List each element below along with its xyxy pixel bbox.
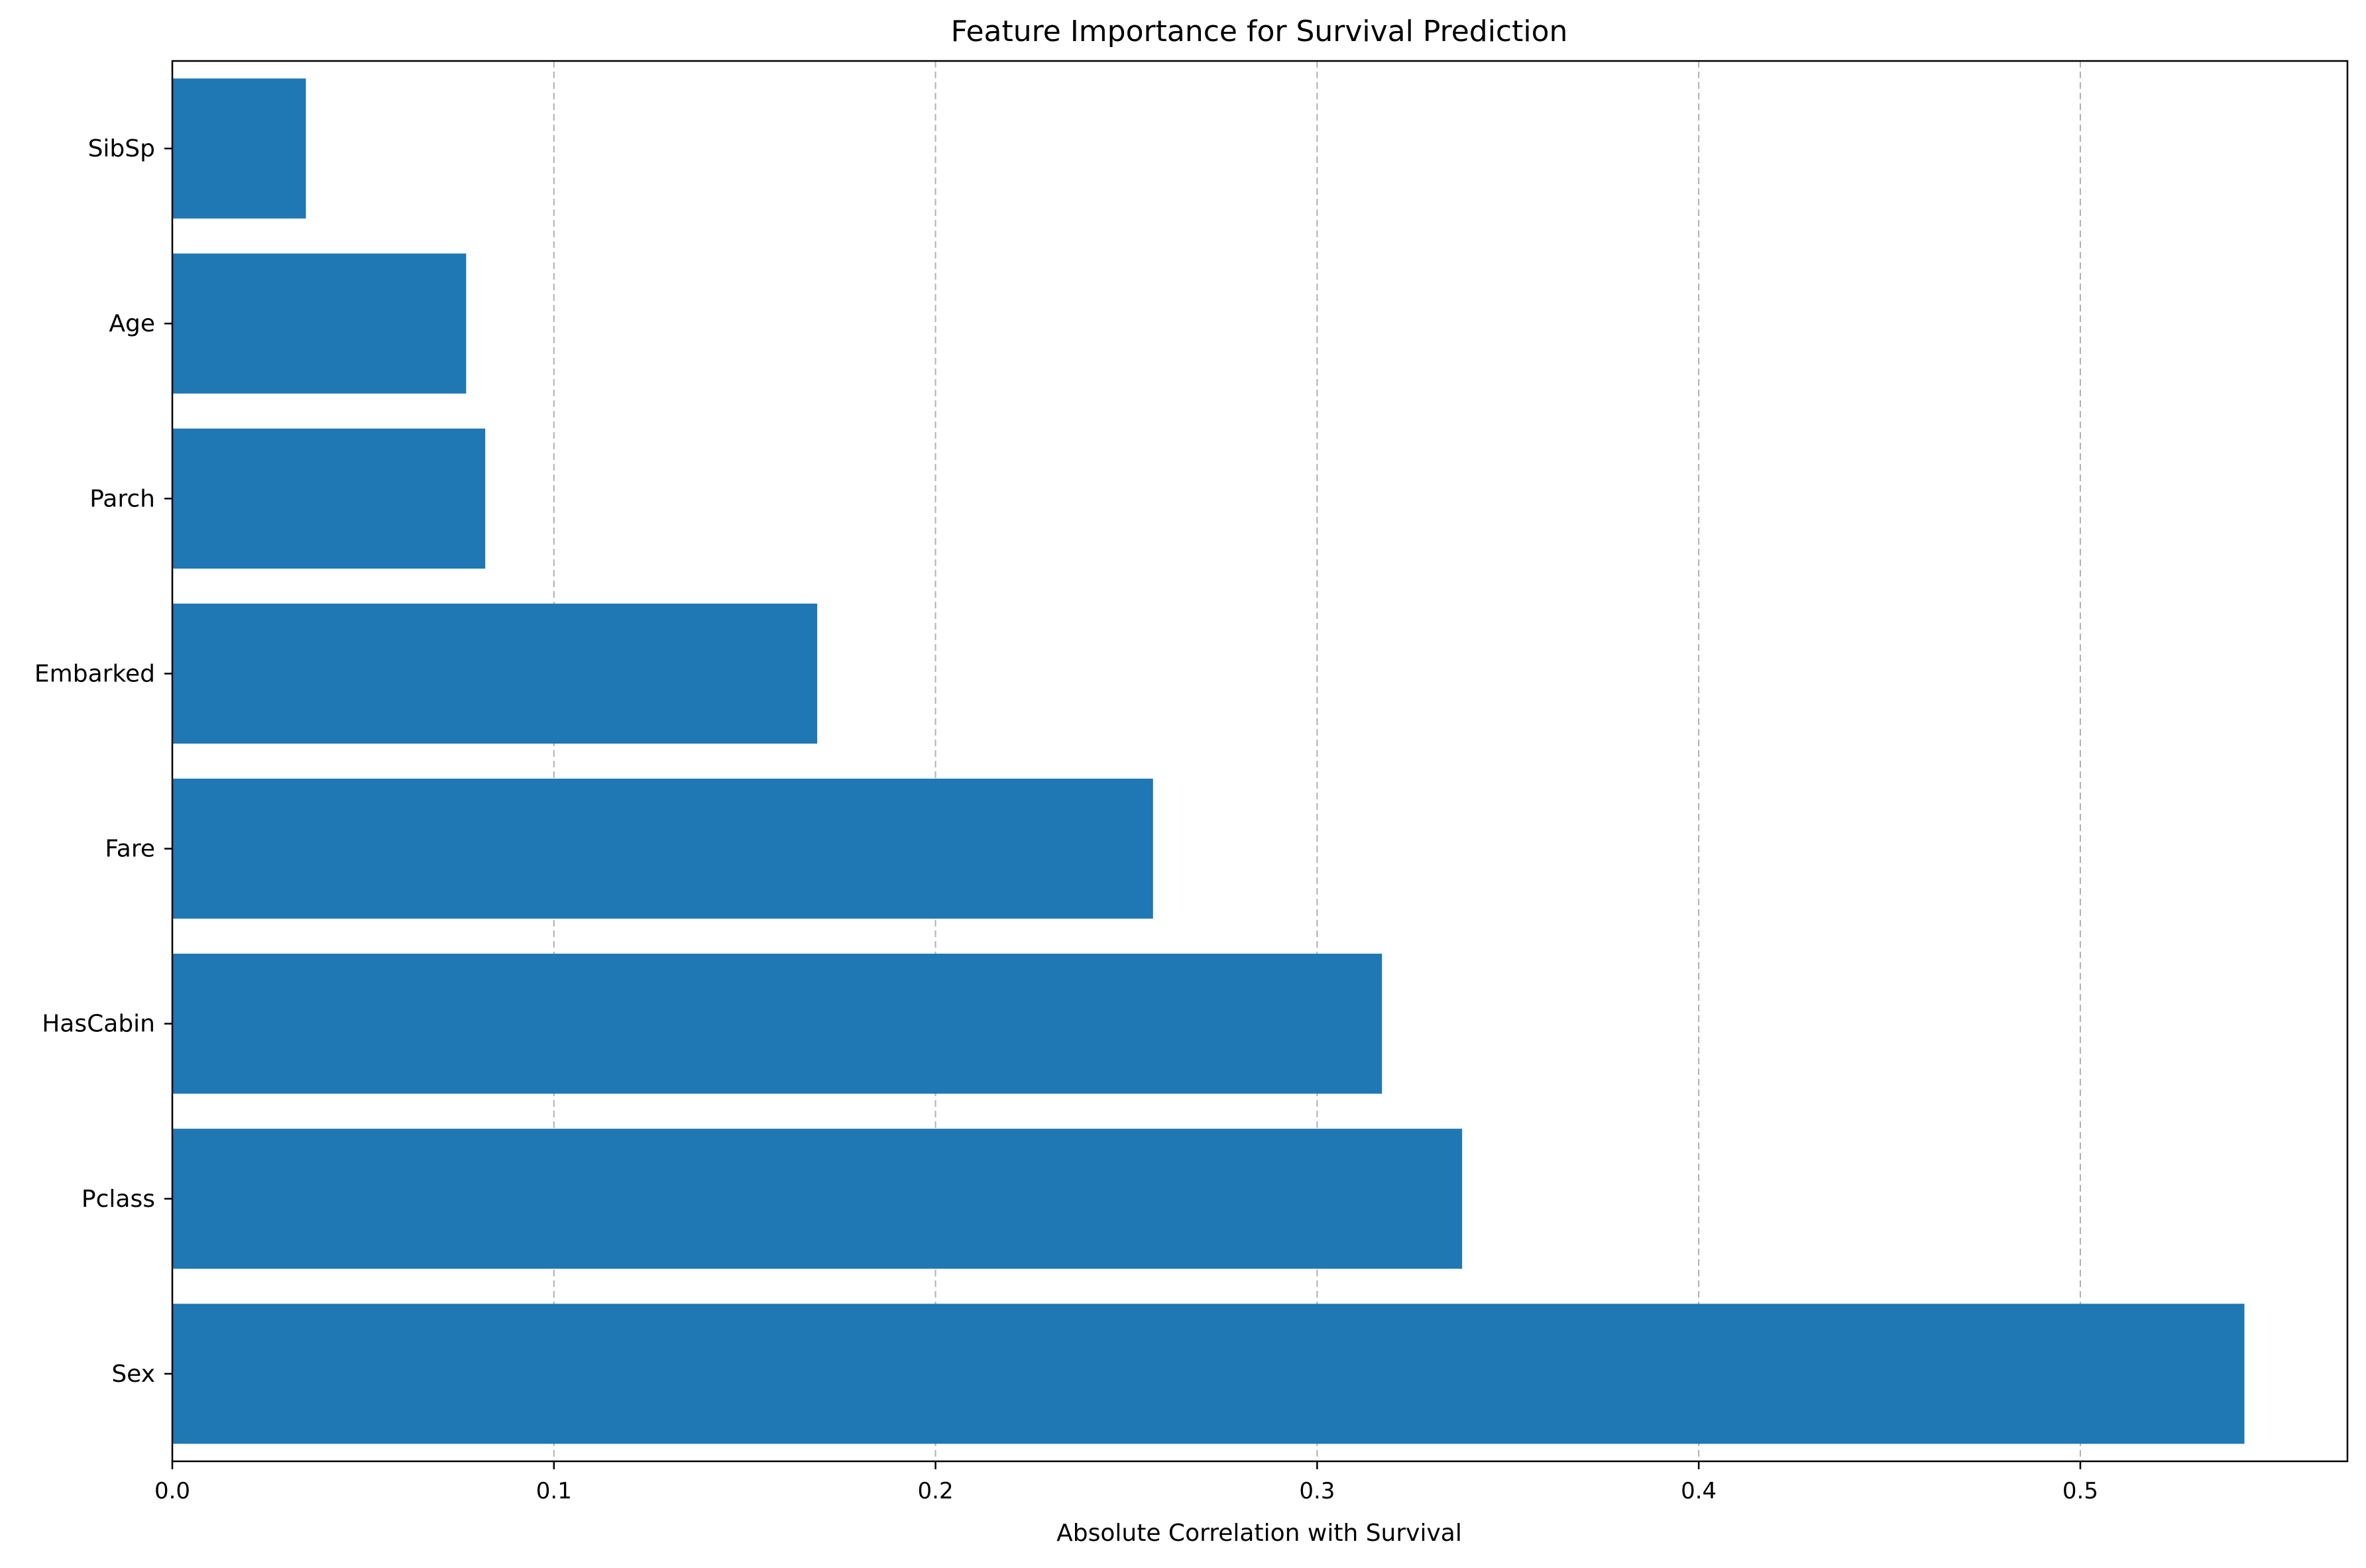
bar-age <box>172 253 467 394</box>
y-tick-label-sibsp: SibSp <box>88 135 155 162</box>
y-tick-label-fare: Fare <box>105 836 155 863</box>
y-tick-label-parch: Parch <box>89 485 155 512</box>
y-tick-label-embarked: Embarked <box>34 660 155 687</box>
x-axis-label: Absolute Correlation with Survival <box>1056 1520 1462 1547</box>
x-tick-label: 0.0 <box>154 1478 190 1504</box>
x-axis-ticks: 0.0 0.1 0.2 0.3 0.4 0.5 <box>154 1461 2098 1504</box>
bar-sibsp <box>172 78 306 219</box>
bars <box>172 78 2245 1444</box>
y-tick-label-hascabin: HasCabin <box>42 1011 155 1038</box>
bar-parch <box>172 428 486 569</box>
bar-pclass <box>172 1129 1463 1269</box>
y-axis-ticks: Sex Pclass HasCabin Fare Embarked Parch Age Sib… <box>34 135 172 1388</box>
bar-sex <box>172 1304 2245 1444</box>
x-tick-label: 0.3 <box>1299 1478 1335 1504</box>
chart-title: Feature Importance for Survival Predicti… <box>951 15 1568 48</box>
x-tick-label: 0.5 <box>2062 1478 2098 1504</box>
plot-frame <box>171 60 2349 1463</box>
y-tick-label-pclass: Pclass <box>82 1186 155 1213</box>
bar-embarked <box>172 603 818 744</box>
bar-hascabin <box>172 954 1382 1094</box>
y-tick-label-sex: Sex <box>111 1361 155 1388</box>
x-tick-label: 0.4 <box>1681 1478 1717 1504</box>
bar-fare <box>172 778 1153 919</box>
x-tick-label: 0.1 <box>536 1478 572 1504</box>
y-tick-label-age: Age <box>109 310 155 337</box>
x-tick-label: 0.2 <box>918 1478 954 1504</box>
